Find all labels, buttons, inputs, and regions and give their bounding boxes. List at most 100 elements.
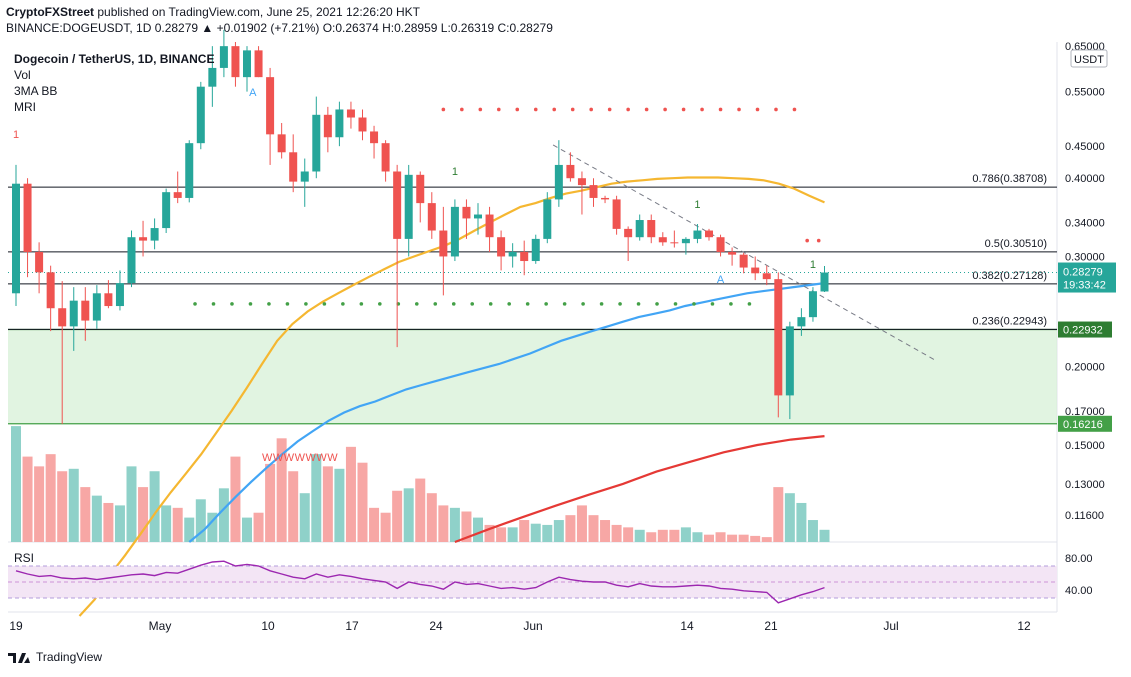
resistance-dot: [792, 107, 797, 112]
candle-body: [162, 192, 171, 229]
candle-body: [115, 283, 124, 307]
candle-body: [243, 50, 251, 78]
candle-body: [785, 326, 794, 396]
resistance-dot: [700, 107, 704, 112]
volume-bar: [218, 488, 229, 542]
arrow-marker: A: [249, 87, 257, 99]
volume-bar: [496, 527, 507, 542]
setup-marker: 1: [452, 166, 458, 178]
volume-bar: [392, 490, 403, 542]
support-dot: [248, 302, 253, 306]
volume-bar: [138, 487, 149, 542]
support-dot: [692, 302, 696, 306]
candle-body: [439, 230, 448, 257]
resistance-dot: [681, 107, 686, 112]
volume-bar: [299, 493, 310, 542]
candle-body: [577, 178, 586, 186]
candle-body: [335, 109, 344, 138]
support-dot: [304, 302, 308, 306]
candle-body: [508, 251, 517, 257]
support-dot: [451, 302, 456, 306]
candle-body: [323, 114, 332, 138]
support-dot: [618, 302, 622, 306]
volume-bar: [634, 529, 645, 542]
publish-info: published on TradingView.com, June 25, 2…: [94, 5, 421, 19]
support-dot: [729, 302, 733, 306]
price-tick: 0.17000: [1065, 406, 1105, 418]
volume-bar: [149, 471, 160, 542]
resistance-dot: [552, 107, 557, 112]
volume-bar: [265, 463, 276, 542]
volume-bar: [623, 527, 634, 542]
support-price-label: 0.16216: [1063, 419, 1103, 431]
support-price-tag: [1058, 321, 1112, 338]
time-tick: Jul: [883, 619, 898, 633]
candle-body: [543, 199, 552, 239]
candle-body: [266, 77, 275, 135]
volume-bar: [80, 487, 91, 542]
rsi-tick: 40.00: [1065, 585, 1093, 597]
support-dot: [636, 302, 641, 306]
volume-bar: [588, 515, 599, 542]
resistance-dot: [607, 107, 612, 112]
volume-bar: [426, 493, 437, 542]
volume-bar: [461, 511, 472, 542]
candle-body: [774, 279, 783, 396]
brand-label[interactable]: TradingView: [36, 650, 103, 664]
resistance-dot: [805, 238, 809, 243]
resistance-dot: [515, 107, 520, 112]
volume-bar: [380, 512, 391, 542]
candle-body: [92, 293, 101, 321]
volume-bar: [761, 537, 772, 542]
price-tick: 0.30000: [1065, 251, 1105, 263]
candle-body: [693, 230, 702, 239]
volume-bar: [773, 487, 784, 542]
support-dot: [507, 302, 511, 306]
candle-body: [81, 300, 90, 321]
time-tick: Jun: [523, 619, 542, 633]
volume-bar: [553, 520, 564, 542]
support-price-tag: [1058, 415, 1112, 432]
volume-bar: [449, 507, 460, 542]
price-tick: 0.20000: [1065, 362, 1105, 374]
volume-bar: [704, 534, 714, 542]
volume-bar: [507, 527, 518, 542]
volume-bar: [657, 529, 668, 542]
setup-marker: 1: [810, 259, 816, 271]
volume-bar: [276, 438, 287, 542]
candle-body: [208, 67, 217, 87]
volume-bar: [207, 512, 218, 542]
resistance-dot: [663, 107, 667, 112]
volume-bar: [345, 446, 356, 542]
candle-body: [601, 197, 610, 200]
support-dot: [710, 302, 715, 306]
ohlc-line: BINANCE:DOGEUSDT, 1D 0.28279 ▲ +0.01902 …: [6, 21, 553, 35]
ma-mid-line: [188, 282, 825, 543]
candle-body: [808, 291, 817, 318]
resistance-dot: [737, 107, 741, 112]
time-tick: 24: [429, 619, 443, 633]
plot-area: [8, 42, 1057, 542]
candle-body: [219, 46, 228, 68]
candle-body: [497, 237, 506, 257]
volume-bar: [114, 505, 125, 542]
volume-bar: [161, 505, 172, 542]
candle-body: [139, 237, 148, 241]
candle-body: [450, 206, 459, 257]
candle-body: [370, 131, 379, 144]
publisher-name[interactable]: CryptoFXStreet: [6, 5, 95, 19]
fib-label: 0.5(0.30510): [985, 238, 1047, 250]
support-price-label: 0.22932: [1063, 325, 1103, 337]
support-dot: [747, 302, 752, 306]
legend-bb: 3MA BB: [14, 84, 58, 98]
volume-bar: [126, 466, 137, 542]
candle-body: [173, 192, 182, 198]
candle-body: [589, 185, 598, 198]
candle-body: [46, 272, 55, 309]
support-dot: [211, 302, 216, 306]
price-tick: 0.40000: [1065, 173, 1105, 185]
setup-marker: 1: [694, 199, 700, 211]
resistance-dot: [816, 238, 821, 243]
volume-bar: [484, 524, 495, 542]
